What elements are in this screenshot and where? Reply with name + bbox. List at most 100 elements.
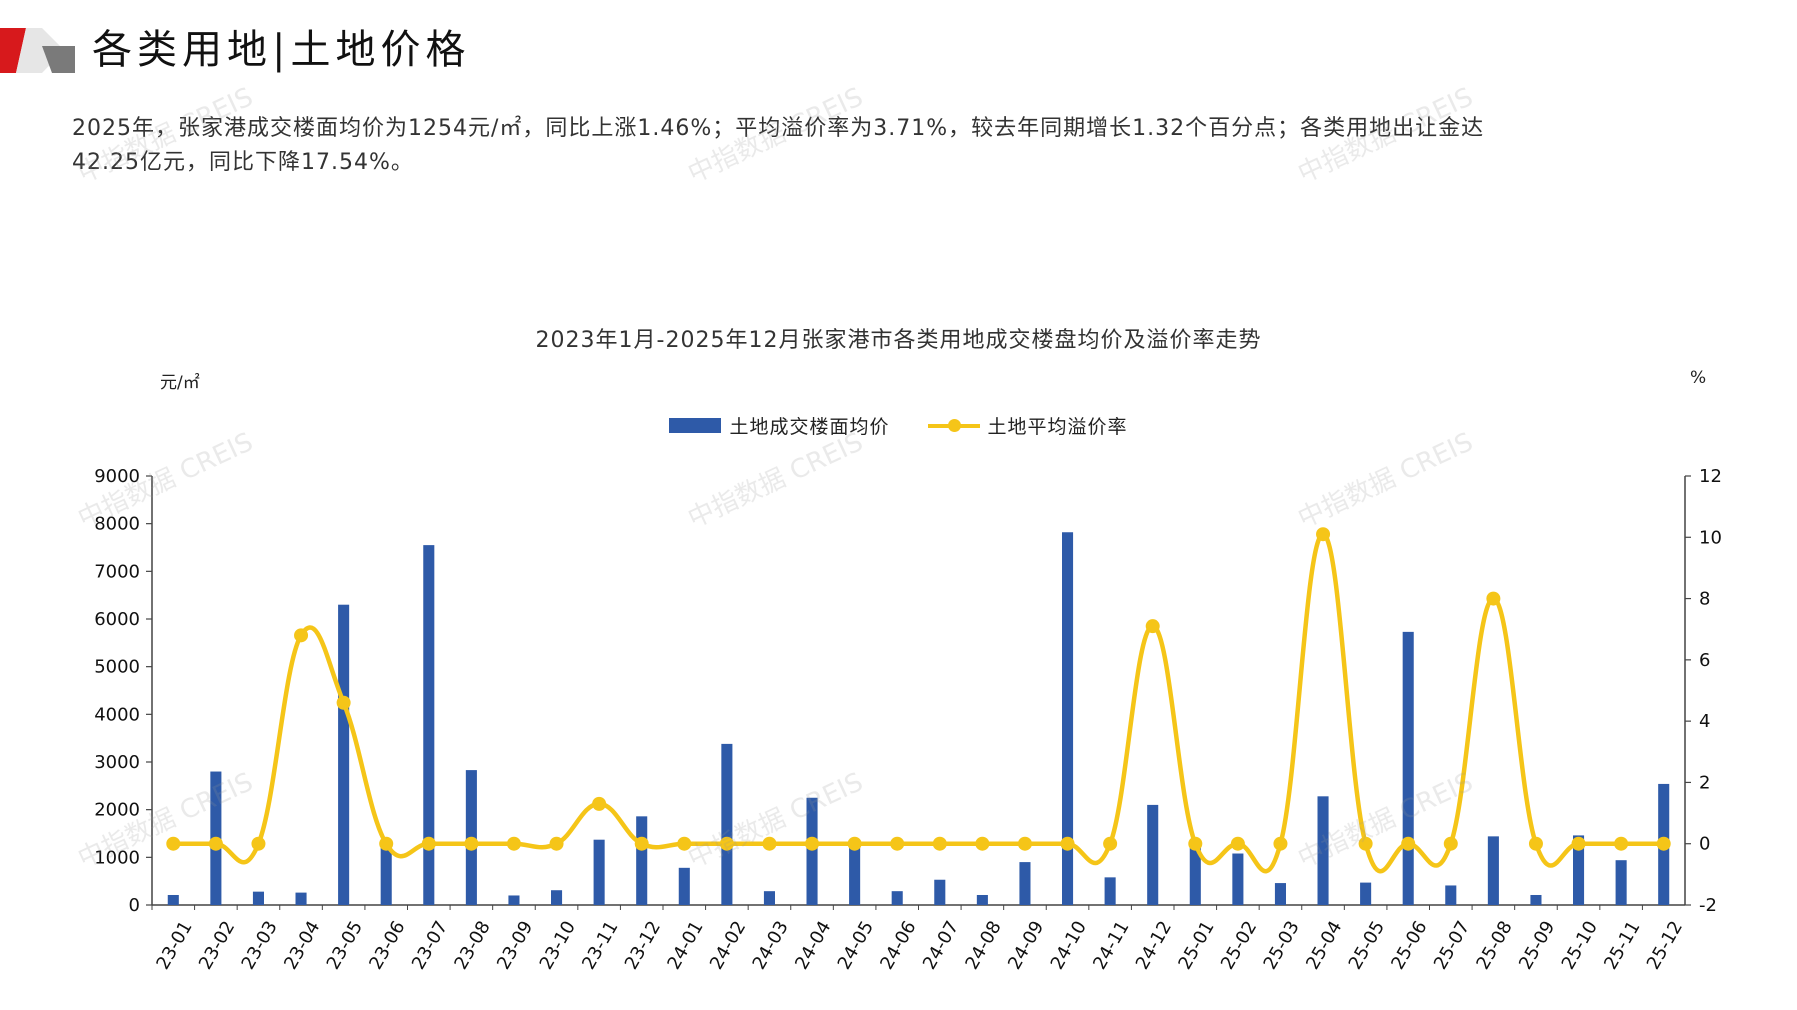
x-tick-label: 24-07 <box>919 917 963 973</box>
bar-price <box>636 816 648 905</box>
x-tick-label: 25-01 <box>1174 917 1218 973</box>
point-premium-rate <box>677 836 692 851</box>
bar-price <box>508 895 520 905</box>
bar-price <box>1360 882 1372 905</box>
legend-item-premium: 土地平均溢价率 <box>927 412 1128 439</box>
bar-price <box>551 890 563 905</box>
point-premium-rate <box>1060 836 1075 851</box>
x-tick-label: 23-03 <box>238 917 282 973</box>
left-tick-label: 0 <box>129 895 140 916</box>
bar-price <box>1147 804 1159 905</box>
left-tick-label: 9000 <box>94 466 140 487</box>
bar-price <box>338 604 350 905</box>
left-tick-label: 8000 <box>94 514 140 535</box>
bar-price <box>423 545 435 905</box>
x-tick-label: 25-08 <box>1472 917 1516 973</box>
point-premium-rate <box>1614 836 1629 851</box>
left-tick-label: 5000 <box>94 657 140 678</box>
point-premium-rate <box>932 836 947 851</box>
bar-price <box>806 797 818 905</box>
point-premium-rate <box>336 695 351 710</box>
bar-price <box>763 891 775 905</box>
bar-price <box>1189 845 1201 905</box>
bar-price <box>593 839 605 905</box>
x-tick-label: 24-05 <box>834 917 878 973</box>
x-tick-label: 24-02 <box>706 917 750 973</box>
point-premium-rate <box>506 836 521 851</box>
right-tick-label: -2 <box>1699 895 1717 916</box>
bar-price <box>1573 835 1585 905</box>
bar-price <box>721 743 733 905</box>
x-tick-label: 25-03 <box>1260 917 1304 973</box>
point-premium-rate <box>719 836 734 851</box>
x-tick-label: 25-04 <box>1302 917 1346 973</box>
bar-price <box>1487 836 1499 905</box>
point-premium-rate <box>592 796 607 811</box>
x-tick-label: 23-08 <box>450 917 494 973</box>
point-premium-rate <box>251 836 266 851</box>
legend-label-price: 土地成交楼面均价 <box>729 416 890 438</box>
x-tick-label: 23-01 <box>152 917 196 973</box>
point-premium-rate <box>1486 591 1501 606</box>
bar-price <box>849 845 861 905</box>
x-tick-label: 25-12 <box>1643 917 1687 973</box>
point-premium-rate <box>1443 836 1458 851</box>
point-premium-rate <box>847 836 862 851</box>
bar-price <box>1232 853 1244 905</box>
point-premium-rate <box>294 628 309 643</box>
point-premium-rate <box>762 836 777 851</box>
x-tick-label: 25-07 <box>1430 917 1474 973</box>
left-tick-label: 7000 <box>94 561 140 582</box>
point-premium-rate <box>1358 836 1373 851</box>
point-premium-rate <box>1103 836 1118 851</box>
x-tick-label: 24-08 <box>961 917 1005 973</box>
header-decoration <box>0 28 75 73</box>
bar-price <box>1530 894 1542 905</box>
legend-line-swatch <box>927 418 980 433</box>
right-tick-label: 4 <box>1699 711 1710 732</box>
legend-bar-swatch <box>669 418 722 433</box>
chart-legend: 土地成交楼面均价 土地平均溢价率 <box>0 412 1797 439</box>
point-premium-rate <box>1528 836 1543 851</box>
summary-line-2: 42.25亿元，同比下降17.54%。 <box>72 150 414 175</box>
point-premium-rate <box>805 836 820 851</box>
bar-price <box>976 894 988 905</box>
x-tick-label: 25-05 <box>1345 917 1389 973</box>
line-premium-rate <box>173 531 1664 874</box>
x-tick-label: 23-11 <box>578 917 622 973</box>
right-tick-label: 6 <box>1699 650 1710 671</box>
page-title: 各类用地|土地价格 <box>92 27 471 73</box>
x-tick-label: 24-10 <box>1047 917 1091 973</box>
point-premium-rate <box>208 836 223 851</box>
summary-line-1: 2025年，张家港成交楼面均价为1254元/㎡，同比上涨1.46%；平均溢价率为… <box>72 116 1485 141</box>
left-tick-label: 6000 <box>94 609 140 630</box>
summary-text: 2025年，张家港成交楼面均价为1254元/㎡，同比上涨1.46%；平均溢价率为… <box>72 112 1692 180</box>
bar-price <box>1274 883 1286 905</box>
x-tick-label: 25-09 <box>1515 917 1559 973</box>
point-premium-rate <box>634 836 649 851</box>
x-tick-label: 23-12 <box>621 917 665 973</box>
point-premium-rate <box>421 836 436 851</box>
right-tick-label: 0 <box>1699 834 1710 855</box>
bar-price <box>167 894 179 905</box>
bar-price <box>252 891 264 905</box>
point-premium-rate <box>464 836 479 851</box>
point-premium-rate <box>1401 836 1416 851</box>
x-tick-label: 24-09 <box>1004 917 1048 973</box>
legend-item-price: 土地成交楼面均价 <box>669 412 889 439</box>
bar-price <box>380 847 392 905</box>
point-premium-rate <box>1571 836 1586 851</box>
right-axis-unit: % <box>1690 368 1707 388</box>
right-tick-label: 12 <box>1699 466 1722 487</box>
chart-title: 2023年1月-2025年12月张家港市各类用地成交楼盘均价及溢价率走势 <box>535 328 1262 353</box>
right-tick-label: 2 <box>1699 772 1710 793</box>
x-tick-label: 23-02 <box>195 917 239 973</box>
x-tick-label: 25-06 <box>1387 917 1431 973</box>
right-tick-label: 8 <box>1699 589 1710 610</box>
x-tick-label: 23-05 <box>323 917 367 973</box>
bar-price <box>295 892 307 905</box>
x-tick-label: 24-11 <box>1089 917 1133 973</box>
left-tick-label: 4000 <box>94 704 140 725</box>
x-tick-label: 23-06 <box>365 917 409 973</box>
